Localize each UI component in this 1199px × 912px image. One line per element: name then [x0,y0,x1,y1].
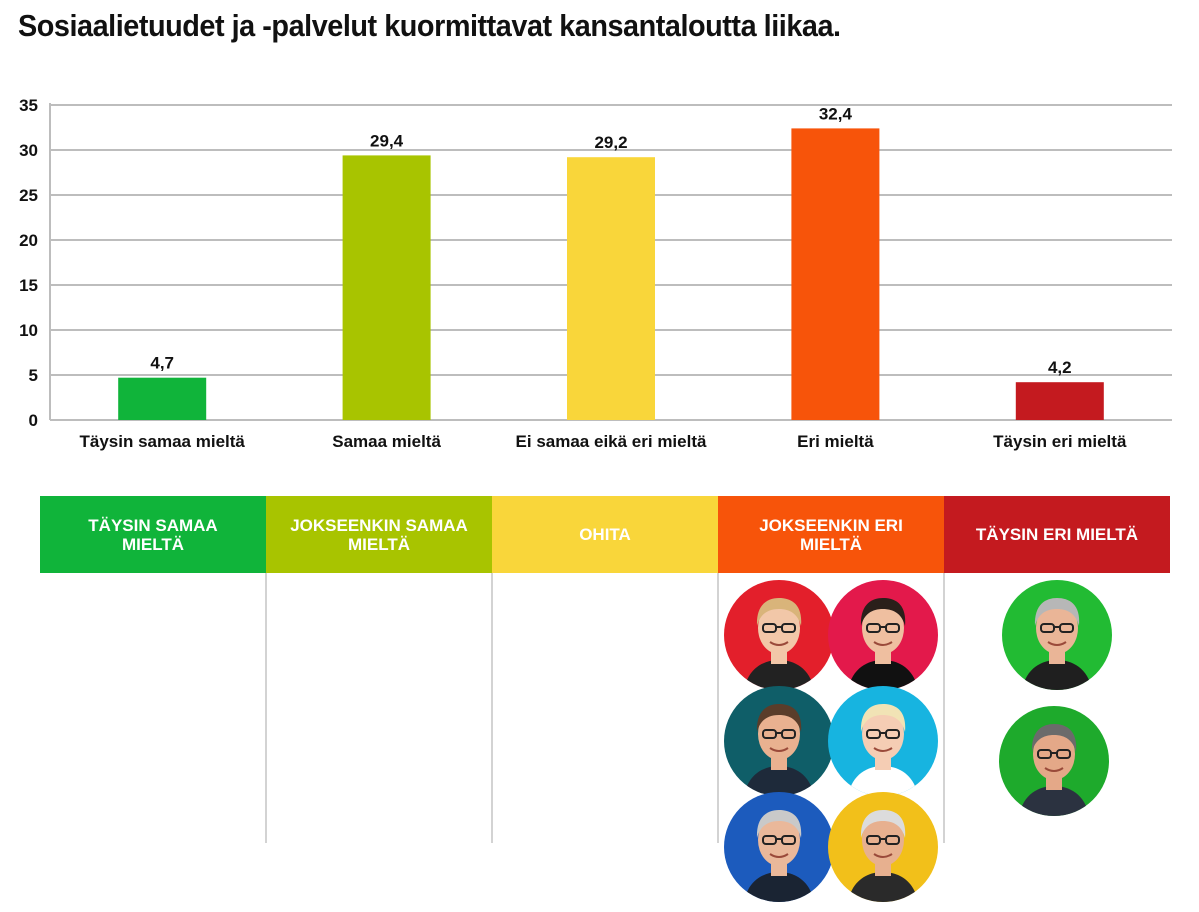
answer-column-header: Täysin eri mieltä [944,496,1170,573]
column-divider [265,573,267,843]
candidate-portrait [724,792,834,902]
answer-column-header: Jokseenkin samaa mieltä [266,496,492,573]
bar-value-label: 29,2 [594,133,627,152]
y-tick-label: 0 [29,411,38,430]
bar-4 [791,128,880,420]
x-category-label: Täysin eri mieltä [993,432,1127,451]
candidate-portrait [828,580,938,690]
x-category-label: Ei samaa eikä eri mieltä [516,432,707,451]
answer-table: Täysin samaa mieltä Jokseenkin samaa miel… [40,496,1170,906]
answer-column: Ohita [491,496,718,906]
chart-title: Sosiaalietuudet ja -palvelut kuormittava… [18,8,841,43]
candidate-portrait [724,580,834,690]
answer-column-label: Täysin samaa mieltä [88,515,218,554]
candidate-portrait [828,792,938,902]
candidate-portrait [724,686,834,796]
y-tick-label: 10 [19,321,38,340]
column-divider [717,573,719,843]
answer-column-header: Ohita [492,496,718,573]
answer-column-label: Ohita [579,525,631,544]
bar-2 [342,155,431,420]
bar-5 [1015,382,1104,420]
answer-column-label: Jokseenkin samaa mieltä [290,515,468,554]
y-tick-label: 30 [19,141,38,160]
y-tick-label: 20 [19,231,38,250]
bar-1 [118,377,207,420]
candidate-portrait [999,706,1109,816]
candidate-portrait [1002,580,1112,690]
bar-value-label: 29,4 [370,131,404,150]
column-divider [491,573,493,843]
y-tick-label: 15 [19,276,38,295]
bar-value-label: 4,2 [1048,358,1072,377]
answer-column-label: Täysin eri mieltä [975,525,1139,544]
answer-column: Jokseenkin eri mieltä [717,496,944,906]
candidate-portrait [828,686,938,796]
bar-value-label: 4,7 [150,354,174,373]
answer-column-header: Täysin samaa mieltä [40,496,266,573]
y-tick-label: 25 [19,186,38,205]
bar-3 [567,157,655,420]
x-category-label: Täysin samaa mieltä [80,432,246,451]
answer-column: Täysin eri mieltä [943,496,1170,906]
x-category-label: Eri mieltä [797,432,874,451]
y-tick-label: 35 [19,96,38,115]
y-tick-label: 5 [29,366,38,385]
column-divider [943,573,945,843]
x-category-label: Samaa mieltä [332,432,441,451]
answer-column: Täysin samaa mieltä [40,496,266,906]
bar-chart: 0 5 10 15 20 25 30 35 4,7 Täysin samaa mieltä 29,4… [19,96,1172,451]
answer-column-label: Jokseenkin eri mieltä [759,515,903,554]
answer-column: Jokseenkin samaa mieltä [265,496,492,906]
answer-column-header: Jokseenkin eri mieltä [718,496,944,573]
bar-value-label: 32,4 [819,104,853,123]
